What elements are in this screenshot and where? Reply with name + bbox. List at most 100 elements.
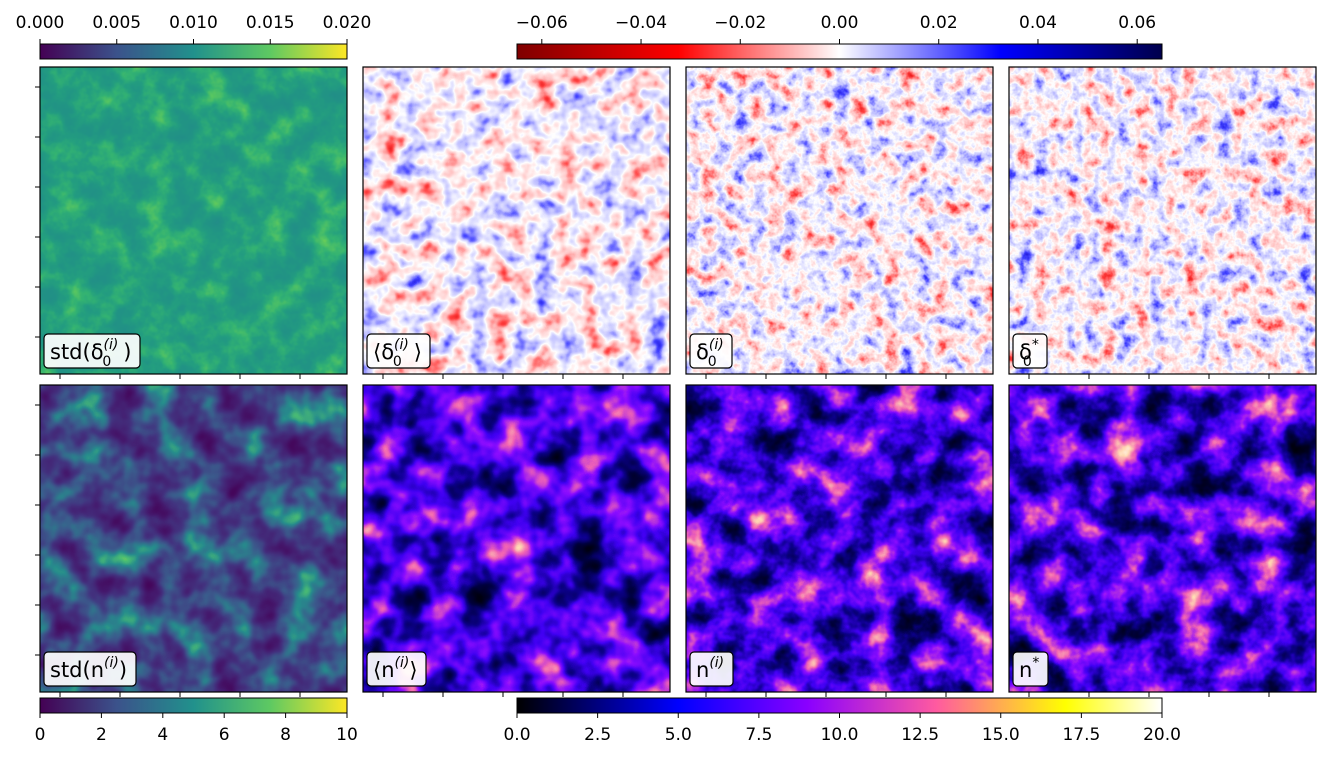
colorbar-bottom-left-tick-label: 8 [280,725,291,745]
panel-sample-delta: δ(i) 0 [685,66,994,379]
colorbar-top-right-tick-label: 0.06 [1118,13,1156,33]
label-sup: (i) [104,655,119,671]
heatmap-sample-n [686,385,993,692]
panel-label-text: n(i) [696,655,724,682]
label-sup: (i) [104,337,119,353]
panel-label: ⟨δ(i) 0 ⟩ [366,333,431,370]
panel-label: δ(i) 0 [689,333,733,370]
colorbar-top-right-tick-label: 0.00 [821,13,859,33]
panel-label-box [689,333,733,369]
colorbar-bottom-left-tick-label: 10 [336,725,358,745]
panel-frame [1008,66,1317,375]
panel-frame [685,384,994,693]
colorbar-bottom-right-tick-label: 5.0 [665,725,692,745]
label-main: std(n [50,658,104,682]
panel-label-box [1012,333,1048,369]
panel-frame [39,66,348,375]
panel-label: ⟨n(i)⟩ [366,651,427,687]
colorbar-top-right-tick-label: −0.02 [714,13,766,33]
label-close: ⟩ [414,340,422,364]
colorbar-bottom-left-tick-label: 6 [219,725,230,745]
panel-frame [362,384,671,693]
heatmap-std-n [40,385,347,692]
panel-label-text: δ(i) 0 [696,337,724,370]
colorbar-bottom-right-tick-label: 12.5 [901,725,939,745]
heatmap-std-delta [40,67,347,374]
panel-label-text: n* [1019,655,1039,682]
colorbar-bottom-left: 0 2 4 6 8 10 [35,697,358,745]
heatmap-sample-delta [686,67,993,374]
panel-sample-n: n(i) [685,384,994,697]
panel-label: n* [1012,651,1049,687]
panel-frame [362,66,671,375]
panel-label-text: ⟨n(i)⟩ [373,655,418,682]
heatmap-truth-n [1009,385,1316,692]
label-sup: (i) [709,337,724,353]
panel-label-box [1012,651,1049,687]
label-sup: (i) [709,655,724,671]
label-main: δ [1019,340,1032,364]
label-main: std(δ [50,340,104,364]
panel-label-box [366,333,431,369]
label-close: ) [123,340,131,364]
panel-std-delta: std(δ(i) 0) [35,66,348,379]
colorbar-bottom-right-tick-label: 17.5 [1062,725,1100,745]
panel-frame [39,384,348,693]
panel-frame [685,66,994,375]
label-main: n [1019,658,1032,682]
colorbar-top-left-tick-label: 0.000 [16,13,65,33]
colorbar-bottom-left-tick-label: 2 [96,725,107,745]
colorbar-bottom-right-tick-label: 20.0 [1143,725,1181,745]
label-sub: 0 [1023,354,1032,370]
label-main: ⟨n [373,658,395,682]
panel-label-text: ⟨δ(i) 0 ⟩ [373,337,422,370]
label-sup: (i) [395,655,410,671]
panel-label: δ* 0 [1012,333,1048,370]
panel-label-box [366,651,427,687]
panel-mean-delta: ⟨δ(i) 0 ⟩ [362,66,671,379]
panel-truth-delta: δ* 0 [1008,66,1317,379]
colorbar-top-right: −0.06 −0.04 −0.02 0.00 0.02 0.04 0.06 [516,13,1163,60]
panel-label-text: std(δ(i) 0) [50,337,132,370]
colorbar-bottom-right-tick-label: 7.5 [745,725,772,745]
panel-mean-n: ⟨n(i)⟩ [362,384,671,697]
label-sub: 0 [393,354,402,370]
label-main: ⟨δ [373,340,394,364]
colorbar-top-left: 0.000 0.005 0.010 0.015 0.020 [16,13,372,60]
label-main: δ [696,340,709,364]
colorbar-bottom-right: 0.0 2.5 5.0 7.5 10.0 12.5 15.0 17.5 20.0 [503,697,1181,745]
label-close: ⟩ [409,658,417,682]
colorbar-bottom-right-tick-label: 15.0 [982,725,1020,745]
colorbar-bottom-left-tick-label: 0 [35,725,46,745]
panel-truth-n: n* [1008,384,1317,697]
panel-frame [1008,384,1317,693]
label-close: ) [119,658,127,682]
panel-std-n: std(n(i)) [35,384,348,697]
panel-label-box [43,651,137,687]
heatmap-mean-n [363,385,670,692]
colorbar-top-left-tick-label: 0.005 [92,13,141,33]
colorbar-top-left-tick-label: 0.020 [323,13,372,33]
label-sup: * [1032,655,1039,671]
colorbar-bottom-right-tick-label: 2.5 [584,725,611,745]
heatmap-mean-delta [363,67,670,374]
colorbar-top-right-tick-label: 0.02 [920,13,958,33]
label-sub: 0 [708,354,717,370]
panel-label: n(i) [689,651,734,687]
label-sup: (i) [394,337,409,353]
colorbar-top-left-tick-label: 0.010 [169,13,218,33]
panel-label-box [43,333,141,369]
colorbar-bottom-right-tick-label: 10.0 [821,725,859,745]
label-sub: 0 [102,354,111,370]
colorbar-top-right-tick-label: −0.04 [615,13,667,33]
colorbar-top-right-tick-label: 0.04 [1019,13,1057,33]
label-sup: * [1032,337,1039,353]
panel-label-box [689,651,734,687]
colorbar-top-left-tick-label: 0.015 [246,13,295,33]
colorbar-bottom-right-tick-label: 0.0 [503,725,530,745]
colorbar-bottom-left-tick-label: 4 [157,725,168,745]
colorbar-top-right-tick-label: −0.06 [516,13,568,33]
panel-label-text: δ* 0 [1019,337,1039,370]
panel-label: std(δ(i) 0) [43,333,141,370]
